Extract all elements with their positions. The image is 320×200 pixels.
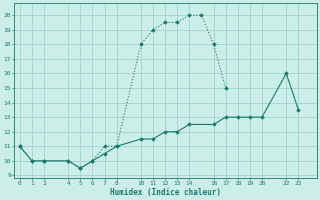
X-axis label: Humidex (Indice chaleur): Humidex (Indice chaleur)	[110, 188, 220, 197]
